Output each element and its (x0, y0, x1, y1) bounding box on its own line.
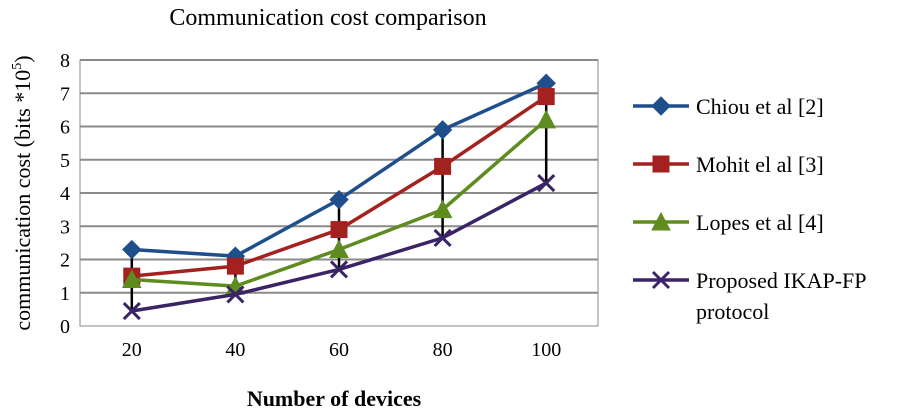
series-1-point-80 (434, 157, 452, 175)
y-axis-label-exponent: 5 (10, 63, 25, 70)
legend-swatch-marker-3 (651, 270, 671, 290)
x-tick-label-60: 60 (329, 339, 349, 361)
x-tick-label-40: 40 (225, 339, 245, 361)
legend-label-3-line-0: Proposed IKAP-FP (696, 268, 867, 293)
series-3-point-60 (329, 260, 349, 279)
y-tick-label-2: 2 (60, 250, 70, 272)
series-3-point-80 (433, 228, 452, 247)
legend-swatch-marker-0 (651, 96, 671, 116)
y-axis-ticks: 0 1 2 3 4 5 6 7 8 (60, 50, 70, 338)
y-tick-label-4: 4 (60, 183, 70, 205)
series-2-point-20 (121, 269, 142, 288)
y-tick-label-3: 3 (60, 216, 70, 238)
legend-label-2: Lopes et al [4] (696, 210, 824, 235)
legend-item-2: Lopes et al [4] (633, 210, 824, 235)
legend: Chiou et al [2] Mohit el al [3] Lopes et a… (633, 94, 867, 324)
legend-label-0: Chiou et al [2] (696, 94, 824, 119)
series (121, 73, 557, 321)
series-1-point-100 (537, 88, 555, 106)
series-2 (121, 109, 557, 295)
y-axis-label: communication cost (bits *105) (10, 55, 35, 330)
y-tick-label-8: 8 (60, 50, 70, 72)
legend-item-0: Chiou et al [2] (633, 94, 824, 119)
legend-item-1: Mohit el al [3] (633, 152, 824, 177)
y-tick-label-0: 0 (60, 316, 70, 338)
y-tick-label-7: 7 (60, 83, 70, 105)
series-1-point-60 (330, 221, 348, 239)
x-axis-ticks: 20 40 60 80 100 (122, 339, 561, 361)
chart-title: Communication cost comparison (169, 5, 486, 31)
y-axis-label-main: communication cost (bits *10 (10, 70, 35, 331)
series-2-point-60 (329, 239, 349, 259)
series-0 (122, 73, 556, 266)
y-tick-label-6: 6 (60, 117, 70, 139)
legend-swatch-marker-2 (651, 211, 671, 231)
y-tick-label-5: 5 (60, 150, 70, 172)
legend-label-1: Mohit el al [3] (696, 152, 824, 177)
legend-label-3-line-1: protocol (696, 299, 769, 324)
x-tick-label-80: 80 (433, 339, 453, 361)
series-1-point-40 (226, 257, 244, 275)
y-tick-label-1: 1 (60, 283, 70, 305)
series-0-point-80 (432, 120, 453, 140)
y-axis-label-close: ) (10, 55, 35, 62)
series-3 (122, 173, 556, 321)
series-0-point-20 (122, 239, 142, 260)
x-tick-label-100: 100 (531, 339, 561, 361)
series-3-point-40 (226, 285, 245, 304)
series-3-point-20 (122, 301, 141, 321)
legend-item-3: Proposed IKAP-FP protocol (633, 268, 867, 324)
series-3-point-100 (537, 173, 556, 193)
x-axis-label: Number of devices (247, 386, 422, 411)
series-1 (123, 88, 555, 285)
grid (80, 59, 598, 294)
legend-swatch-marker-1 (652, 155, 670, 173)
x-tick-label-20: 20 (122, 339, 142, 361)
series-2-point-100 (536, 109, 557, 129)
series-0-point-60 (329, 189, 349, 210)
series-2-point-80 (432, 199, 453, 219)
